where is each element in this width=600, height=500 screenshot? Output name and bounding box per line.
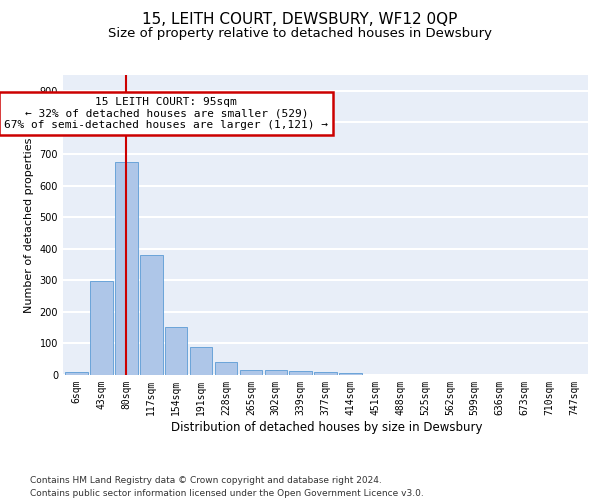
Text: Size of property relative to detached houses in Dewsbury: Size of property relative to detached ho…	[108, 28, 492, 40]
Text: 15 LEITH COURT: 95sqm
← 32% of detached houses are smaller (529)
67% of semi-det: 15 LEITH COURT: 95sqm ← 32% of detached …	[4, 97, 328, 130]
Bar	[239, 370, 262, 375]
Text: Contains HM Land Registry data © Crown copyright and database right 2024.
Contai: Contains HM Land Registry data © Crown c…	[30, 476, 424, 498]
Bar	[65, 372, 88, 375]
Text: 15, LEITH COURT, DEWSBURY, WF12 0QP: 15, LEITH COURT, DEWSBURY, WF12 0QP	[142, 12, 458, 28]
Bar	[339, 374, 362, 375]
Bar	[265, 370, 287, 375]
Bar	[314, 372, 337, 375]
Y-axis label: Number of detached properties: Number of detached properties	[24, 138, 34, 312]
Bar	[190, 346, 212, 375]
Text: Distribution of detached houses by size in Dewsbury: Distribution of detached houses by size …	[171, 421, 483, 434]
Bar	[140, 254, 163, 375]
Bar	[289, 371, 312, 375]
Bar	[165, 327, 187, 375]
Bar	[115, 162, 137, 375]
Bar	[215, 362, 237, 375]
Bar	[91, 281, 113, 375]
